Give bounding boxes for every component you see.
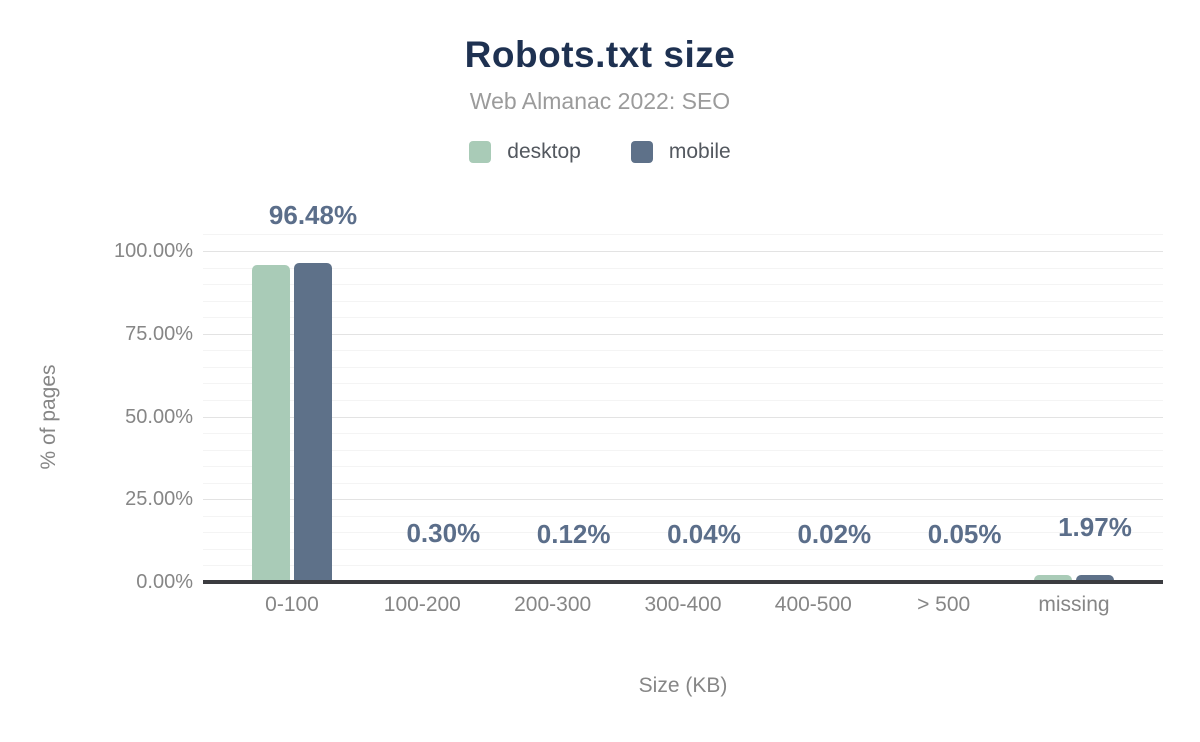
bar-value-label: 0.02% — [797, 518, 872, 549]
major-gridline — [203, 499, 1163, 501]
x-tick-label: 400-500 — [774, 593, 852, 616]
bar-value-label: 0.04% — [667, 518, 741, 549]
legend-item-desktop[interactable]: desktop — [469, 140, 581, 164]
minor-gridline — [203, 317, 1163, 319]
x-tick-label: 0-100 — [265, 593, 319, 616]
x-tick-label: > 500 — [917, 593, 971, 616]
desktop-bar-missing[interactable] — [1033, 575, 1072, 582]
legend-label-mobile: mobile — [668, 140, 731, 163]
bar-value-label: 0.05% — [927, 518, 1002, 549]
y-axis-title: % of pages — [37, 364, 60, 470]
major-gridline — [203, 333, 1163, 335]
minor-gridline — [203, 234, 1163, 236]
minor-gridline — [203, 466, 1163, 468]
desktop-series-swatch — [469, 141, 492, 163]
minor-gridline — [203, 300, 1163, 302]
x-axis-line — [203, 580, 1163, 584]
x-tick-label: 200-300 — [514, 593, 592, 616]
minor-gridline — [203, 449, 1163, 451]
mobile-series-swatch — [630, 141, 653, 163]
mobile-bar-missing[interactable] — [1075, 575, 1114, 582]
bar-value-label: 0.12% — [536, 518, 611, 549]
minor-gridline — [203, 532, 1163, 534]
chart-subtitle: Web Almanac 2022: SEO — [469, 88, 731, 114]
minor-gridline — [203, 482, 1163, 484]
minor-gridline — [203, 433, 1163, 435]
chart-title: Robots.txt size — [464, 34, 736, 75]
bar-value-label: 1.97% — [1058, 512, 1132, 543]
minor-gridline — [203, 267, 1163, 269]
minor-gridline — [203, 565, 1163, 567]
x-tick-label: 100-200 — [383, 593, 461, 616]
minor-gridline — [203, 284, 1163, 286]
minor-gridline — [203, 383, 1163, 385]
major-gridline — [203, 416, 1163, 418]
y-tick-label: 75.00% — [125, 322, 193, 345]
x-tick-label: missing — [1038, 593, 1110, 616]
desktop-bar-0-100[interactable] — [252, 265, 290, 582]
minor-gridline — [203, 399, 1163, 401]
minor-gridline — [203, 350, 1163, 352]
major-gridline — [203, 251, 1163, 252]
x-axis-title: Size (KB) — [638, 674, 728, 697]
minor-gridline — [203, 366, 1163, 368]
y-tick-label: 50.00% — [125, 405, 193, 428]
minor-gridline — [203, 515, 1163, 517]
bar-value-label: 96.48% — [268, 199, 358, 230]
legend-label-desktop: desktop — [507, 140, 581, 163]
legend-item-mobile[interactable]: mobile — [630, 140, 731, 164]
plot-area: 96.48% 0-100 0.30% 100-200 0.12% 200-300 0.04%… — [203, 200, 1163, 616]
mobile-bar-0-100[interactable] — [294, 262, 332, 582]
bar-value-label: 0.30% — [406, 518, 481, 548]
y-tick-label: 25.00% — [125, 488, 193, 511]
x-tick-label: 300-400 — [644, 593, 722, 616]
legend: desktop mobile — [0, 140, 1200, 164]
minor-gridline — [203, 548, 1163, 550]
y-tick-label: 0.00% — [136, 571, 193, 593]
y-tick-label: 100.00% — [114, 240, 193, 262]
